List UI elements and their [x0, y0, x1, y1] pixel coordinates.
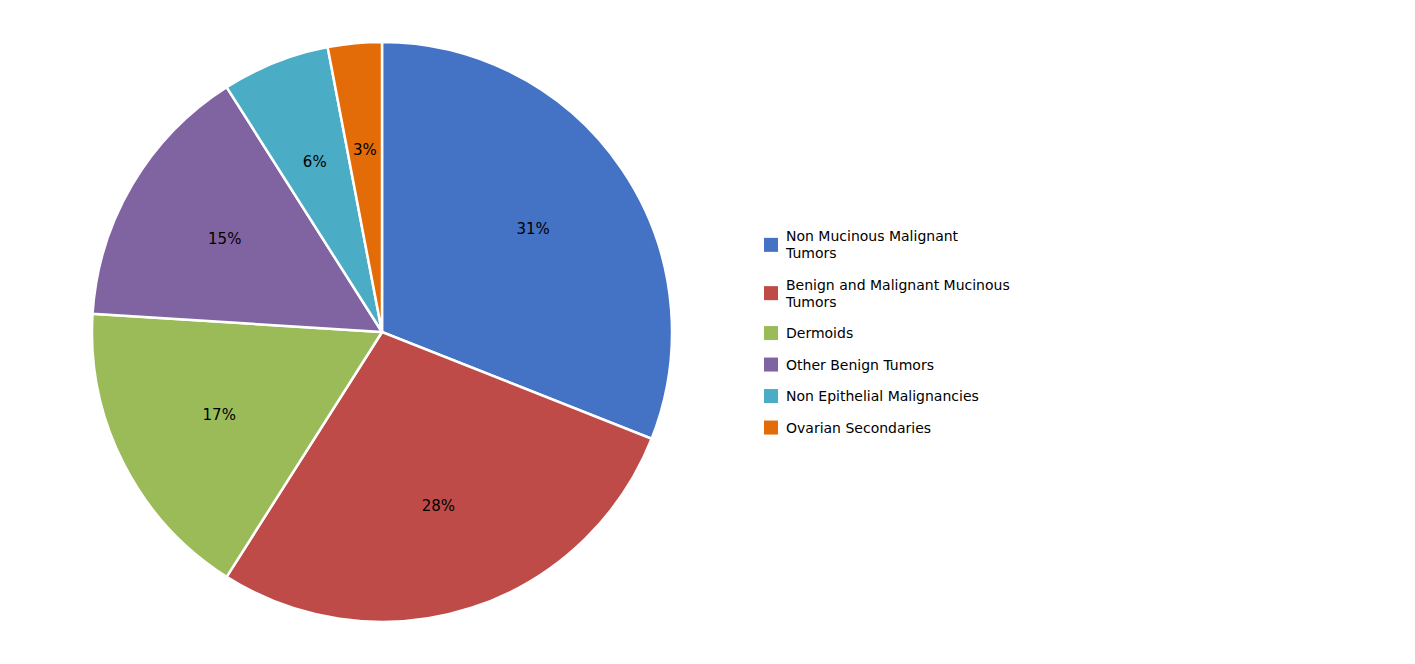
- pie-slice: [328, 42, 382, 332]
- legend-label-line: Tumors: [785, 294, 837, 310]
- legend-swatch: [764, 358, 778, 372]
- legend-label-line: Benign and Malignant Mucinous: [786, 277, 1010, 293]
- legend-label-line: Tumors: [785, 245, 837, 261]
- data-label: 31%: [516, 220, 549, 238]
- legend-label: Ovarian Secondaries: [786, 420, 931, 436]
- legend-item: Benign and Malignant MucinousTumors: [764, 277, 1010, 310]
- legend-swatch: [764, 421, 778, 435]
- legend-swatch: [764, 286, 778, 300]
- data-label: 15%: [208, 230, 241, 248]
- legend-swatch: [764, 238, 778, 252]
- legend-label-line: Other Benign Tumors: [786, 357, 934, 373]
- legend-label-line: Dermoids: [786, 325, 853, 341]
- legend-label: Other Benign Tumors: [786, 357, 934, 373]
- legend-item: Non Mucinous MalignantTumors: [764, 228, 959, 261]
- pie-slice: [92, 314, 382, 577]
- legend: Non Mucinous MalignantTumorsBenign and M…: [764, 228, 1010, 435]
- chart: 31%28%17%15%6%3%Non Mucinous MalignantTu…: [0, 0, 1415, 664]
- legend-label: Dermoids: [786, 325, 853, 341]
- legend-item: Non Epithelial Malignancies: [764, 388, 979, 404]
- pie: 31% 28% 17% 15% 6% 3%: [92, 42, 672, 622]
- legend-swatch: [764, 326, 778, 340]
- legend-label: Non Epithelial Malignancies: [786, 388, 979, 404]
- data-label: 6%: [303, 153, 327, 171]
- legend-label: Benign and Malignant MucinousTumors: [785, 277, 1010, 310]
- legend-label-line: Ovarian Secondaries: [786, 420, 931, 436]
- legend-item: Dermoids: [764, 325, 853, 341]
- legend-label: Non Mucinous MalignantTumors: [785, 228, 959, 261]
- legend-label-line: Non Epithelial Malignancies: [786, 388, 979, 404]
- data-label: 17%: [203, 406, 236, 424]
- data-label: 28%: [422, 497, 455, 515]
- legend-swatch: [764, 389, 778, 403]
- legend-label-line: Non Mucinous Malignant: [786, 228, 959, 244]
- legend-item: Ovarian Secondaries: [764, 420, 931, 436]
- legend-item: Other Benign Tumors: [764, 357, 934, 373]
- data-label: 3%: [353, 141, 377, 159]
